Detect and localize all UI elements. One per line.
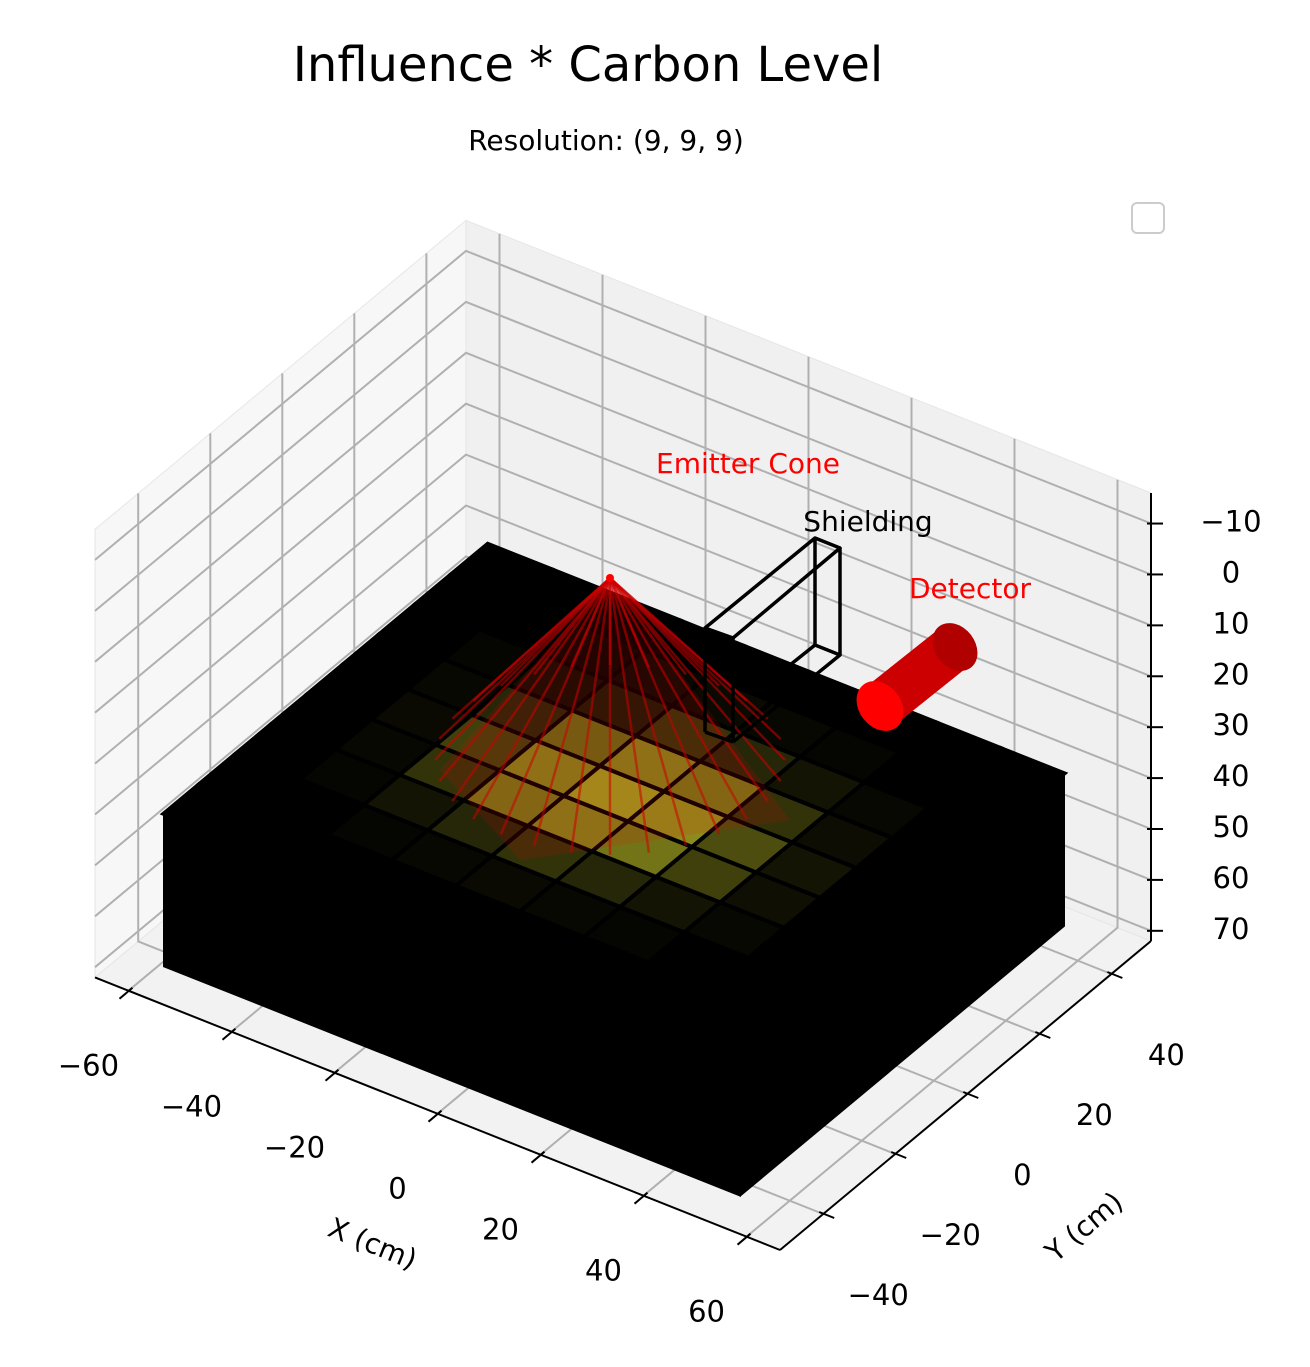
y-tick (1107, 971, 1123, 979)
shielding (703, 536, 842, 744)
grid-line (745, 479, 1119, 1238)
y-tick-label: 0 (1013, 1158, 1031, 1192)
x-axis-line (94, 976, 781, 1251)
z-tick-label: 40 (1213, 759, 1250, 793)
grid-line (94, 351, 1152, 663)
y-tick-label: 20 (1076, 1098, 1113, 1132)
x-tick (427, 1109, 443, 1123)
detector-end (932, 623, 978, 671)
cone-ray (609, 577, 687, 676)
y-tick-label: −20 (920, 1218, 981, 1252)
shielding-edge (731, 643, 842, 744)
y-tick-label: −40 (848, 1278, 909, 1312)
x-tick-label: −40 (161, 1090, 222, 1124)
y-tick (890, 1151, 907, 1159)
cone-ray (472, 577, 611, 702)
detector-face (856, 681, 904, 731)
cone-apex (606, 574, 614, 582)
x-tick (221, 1027, 237, 1041)
legend-box (1131, 202, 1165, 234)
shielding-edge (788, 643, 817, 667)
cone-ray (608, 577, 651, 668)
x-tick-label: 20 (482, 1213, 519, 1247)
annotation: Shielding (803, 505, 932, 538)
cone-ray (569, 577, 612, 853)
detector (856, 623, 978, 731)
voxel-cell (960, 745, 1069, 806)
cone-ray (472, 577, 612, 820)
y-axis-label: Y (cm) (1038, 1185, 1129, 1269)
cone-ray (608, 577, 769, 802)
annotation: Detector (909, 572, 1031, 605)
z-tick-label: 70 (1213, 912, 1250, 946)
chart-title: Influence * Carbon Level (293, 37, 884, 93)
plot-area: −60 −40 −20 0 20 40 60 −40 −20 0 20 40 −10 0 10 20 30 40 5… (58, 219, 1262, 1329)
x-tick (530, 1150, 546, 1164)
z-tick-label: −10 (1200, 505, 1261, 539)
x-tick-label: 0 (388, 1172, 406, 1206)
z-tick-label: 60 (1213, 861, 1250, 895)
grid-line (94, 249, 1152, 561)
z-tick-label: 20 (1213, 657, 1250, 691)
cone-ray (451, 577, 612, 802)
cone-ray (569, 577, 612, 668)
x-tick (736, 1232, 752, 1246)
grid-line (94, 300, 1152, 612)
grid-line (94, 453, 1152, 765)
z-tick-label: 50 (1213, 810, 1250, 844)
annotation: Emitter Cone (656, 447, 840, 480)
z-tick-label: 30 (1213, 708, 1250, 742)
chart-subtitle: Resolution: (9, 9, 9) (468, 124, 744, 157)
grid-line (94, 402, 1152, 714)
y-tick (818, 1211, 835, 1219)
scene-objects (434, 202, 1165, 860)
cone-ray (438, 577, 611, 782)
x-tick (118, 986, 134, 1000)
y-tick (1034, 1031, 1051, 1039)
cone-ray (532, 577, 612, 846)
cone-ray (609, 577, 782, 740)
cone-fill (440, 578, 790, 860)
x-tick-label: −60 (58, 1049, 119, 1083)
cone-ray (608, 577, 748, 820)
cone-ray (608, 577, 651, 853)
y-tick-label: 40 (1148, 1038, 1185, 1072)
cone-ray (609, 577, 782, 782)
x-tick-label: −20 (264, 1131, 325, 1165)
y-axis-line (779, 940, 1152, 1251)
emitter-cone (434, 574, 790, 860)
cone-ray (608, 577, 688, 846)
z-tick-label: 10 (1213, 606, 1250, 640)
cone-ray (533, 577, 611, 676)
x-tick (633, 1191, 649, 1205)
x-tick (324, 1068, 340, 1082)
x-axis-label: X (cm) (323, 1211, 421, 1276)
z-tick-label: 0 (1222, 555, 1240, 589)
y-tick (962, 1091, 979, 1099)
shielding-edge (704, 730, 734, 744)
x-tick-label: 40 (585, 1254, 622, 1288)
x-tick-label: 60 (688, 1295, 725, 1329)
cone-ray (500, 577, 611, 687)
